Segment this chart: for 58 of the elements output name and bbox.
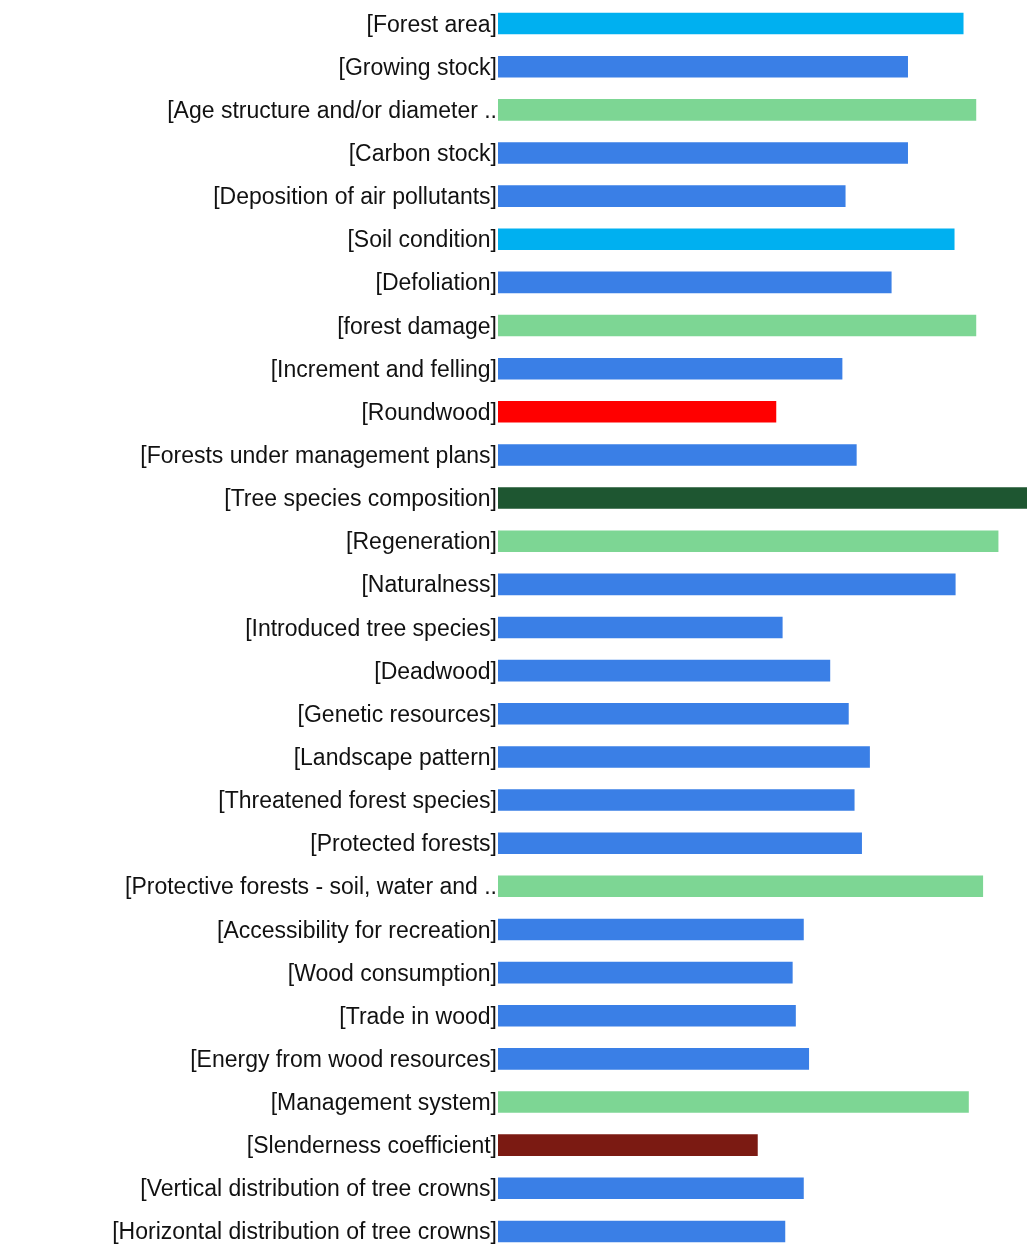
- bar: [498, 1220, 786, 1243]
- bar: [498, 659, 831, 682]
- bar: [498, 1048, 810, 1070]
- y-tick-label: [Naturalness]: [361, 571, 497, 598]
- y-tick-label: [Tree species composition]: [224, 485, 497, 512]
- bar: [498, 444, 857, 466]
- bar: [498, 702, 849, 725]
- bar: [498, 530, 999, 553]
- y-tick-label: [Threatened forest species]: [218, 787, 497, 814]
- bar: [498, 616, 783, 639]
- bar: [498, 55, 908, 78]
- bar: [498, 401, 777, 423]
- y-tick-label: [Carbon stock]: [348, 140, 497, 167]
- bar: [498, 1134, 758, 1156]
- y-tick-label: [Roundwood]: [361, 398, 497, 425]
- bar: [498, 357, 843, 380]
- bar: [498, 832, 862, 854]
- y-tick-label: [Protected forests]: [310, 830, 497, 857]
- bar: [498, 1004, 796, 1027]
- bar: [498, 185, 846, 207]
- bar: [498, 746, 870, 768]
- bar: [498, 875, 984, 898]
- bar: [498, 99, 977, 121]
- y-tick-label: [Management system]: [270, 1089, 497, 1116]
- y-tick-label: [Deadwood]: [374, 657, 497, 684]
- y-tick-label: [Horizontal distribution of tree crowns]: [112, 1218, 497, 1245]
- bar: [498, 487, 1027, 509]
- bar: [498, 573, 956, 596]
- bar: [498, 1091, 969, 1113]
- bar: [498, 1177, 804, 1200]
- y-tick-label: [Age structure and/or diameter ..: [167, 96, 497, 123]
- bar: [498, 12, 964, 35]
- y-tick-label: [Forest area]: [366, 10, 497, 37]
- y-tick-label: [Wood consumption]: [287, 959, 497, 986]
- y-tick-label: [Protective forests - soil, water and ..: [125, 873, 497, 900]
- bar: [498, 314, 977, 337]
- bar: [498, 271, 892, 294]
- y-tick-label: [Deposition of air pollutants]: [213, 183, 497, 210]
- y-tick-label: [Accessibility for recreation]: [217, 916, 497, 943]
- y-tick-label: [Introduced tree species]: [245, 614, 497, 641]
- y-tick-label: [Regeneration]: [346, 528, 497, 555]
- y-tick-label: [Energy from wood resources]: [190, 1045, 497, 1072]
- y-tick-label: [Defoliation]: [375, 269, 497, 296]
- bar: [498, 142, 908, 164]
- y-tick-label: [Trade in wood]: [339, 1002, 497, 1029]
- y-tick-label: [Slenderness coefficient]: [246, 1132, 497, 1159]
- y-tick-label: [forest damage]: [337, 312, 497, 339]
- y-tick-label: [Soil condition]: [347, 226, 497, 253]
- bar: [498, 918, 804, 941]
- y-tick-label: [Growing stock]: [338, 53, 497, 80]
- y-tick-label: [Landscape pattern]: [293, 743, 497, 770]
- bar: [498, 789, 855, 811]
- y-tick-label: [Genetic resources]: [297, 700, 497, 727]
- y-tick-label: [Vertical distribution of tree crowns]: [140, 1175, 497, 1202]
- bar: [498, 228, 955, 251]
- y-tick-label: [Increment and felling]: [270, 355, 497, 382]
- bar: [498, 961, 793, 984]
- y-tick-label: [Forests under management plans]: [140, 442, 497, 468]
